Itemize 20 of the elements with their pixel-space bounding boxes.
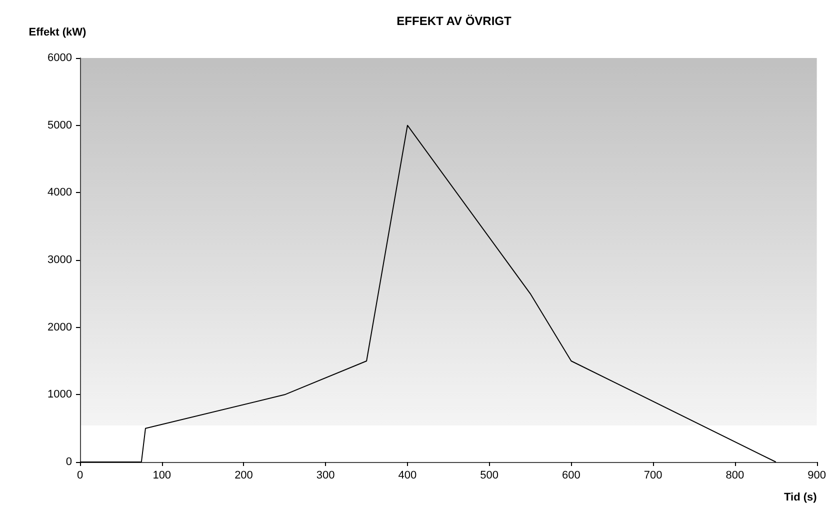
x-axis-title: Tid (s) bbox=[784, 492, 818, 504]
x-tick-label: 100 bbox=[152, 470, 172, 482]
chart-title: EFFEKT AV ÖVRIGT bbox=[396, 14, 512, 28]
x-tick-label: 200 bbox=[234, 470, 253, 482]
y-tick-label: 3000 bbox=[48, 254, 72, 266]
x-tick-label: 900 bbox=[808, 470, 826, 482]
y-tick-label: 6000 bbox=[48, 52, 72, 64]
y-axis-title: Effekt (kW) bbox=[28, 26, 87, 38]
x-tick-label: 300 bbox=[316, 470, 335, 482]
y-tick-label: 1000 bbox=[48, 388, 72, 401]
x-tick-label: 0 bbox=[76, 470, 84, 482]
y-tick-label: 5000 bbox=[48, 119, 72, 132]
x-tick-label: 700 bbox=[644, 470, 662, 482]
x-tick-label: 500 bbox=[480, 470, 499, 482]
x-tick-label: 800 bbox=[726, 470, 744, 482]
y-tick-label: 2000 bbox=[48, 321, 72, 334]
y-tick-label: 4000 bbox=[48, 186, 72, 199]
x-tick-label: 400 bbox=[398, 470, 417, 482]
x-tick-label: 600 bbox=[562, 470, 580, 482]
y-tick-label: 0 bbox=[66, 456, 72, 468]
